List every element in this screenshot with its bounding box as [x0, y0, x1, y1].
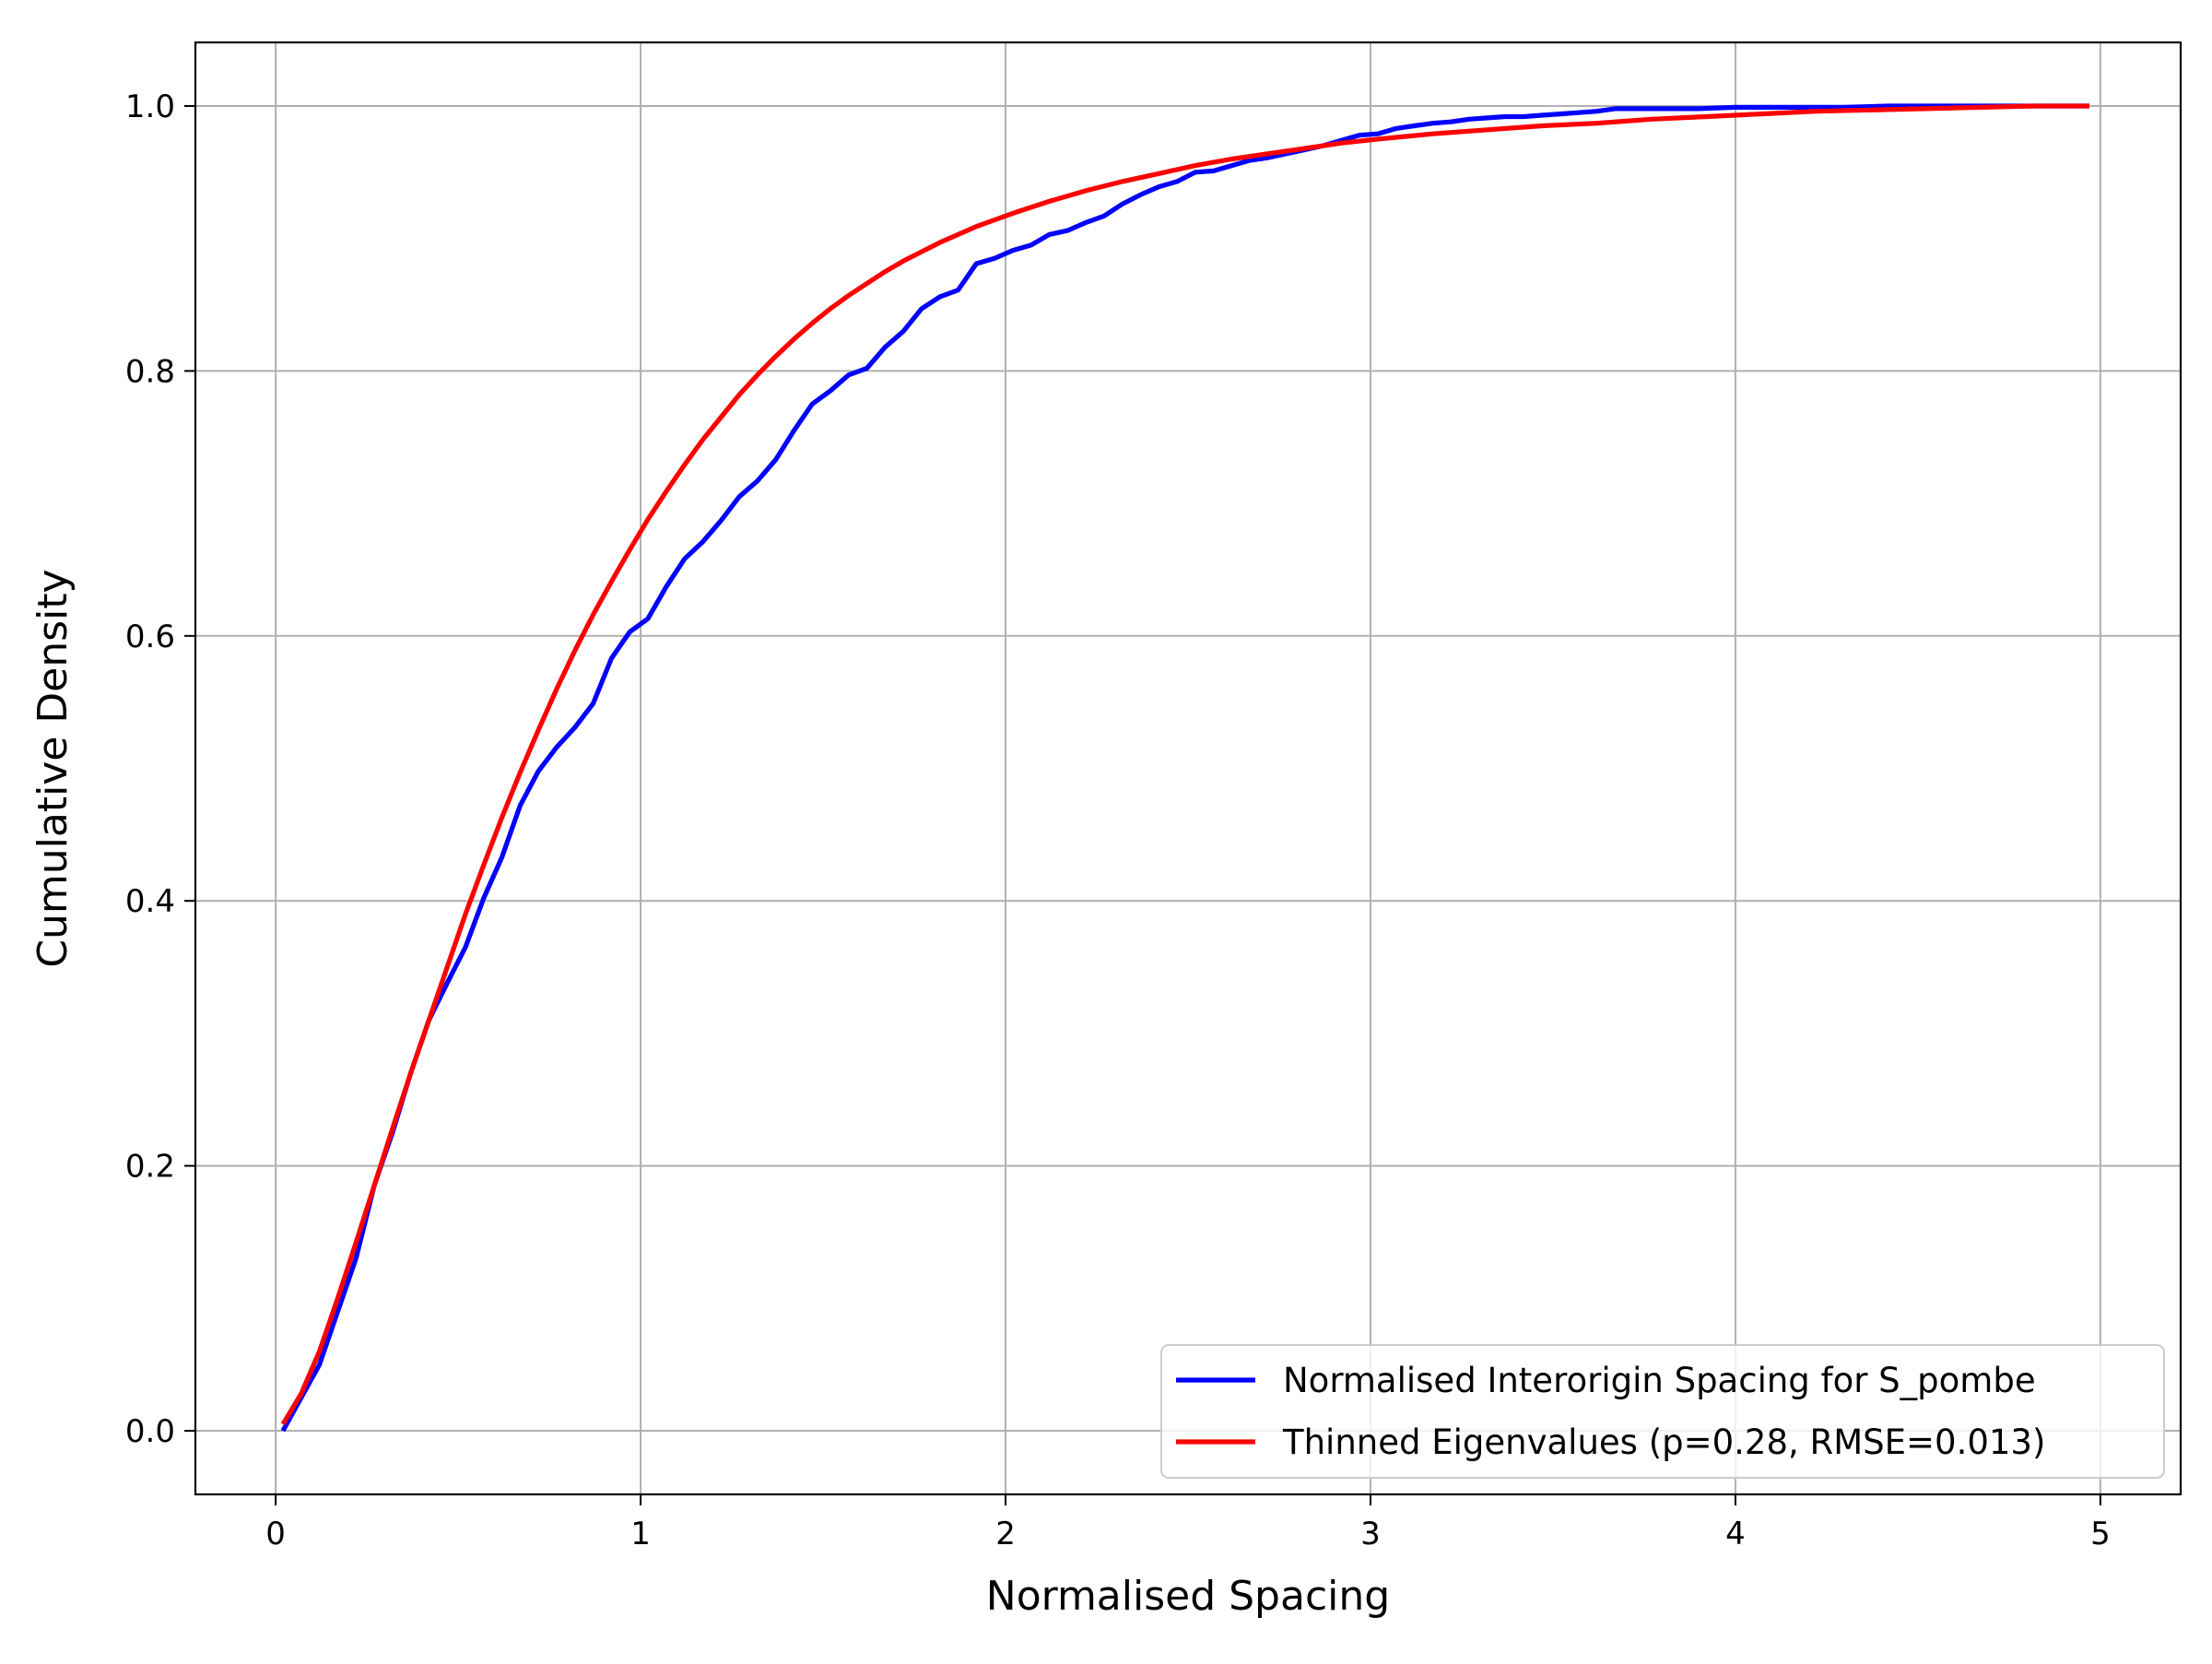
grid — [195, 42, 2181, 1494]
x-tick-label: 0 — [265, 1516, 286, 1552]
plot-frame — [194, 41, 2183, 1496]
series-line-2 — [280, 103, 2089, 1426]
legend-label-1: Normalised Interorigin Spacing for S_pom… — [1283, 1361, 2036, 1400]
x-tick-label: 4 — [1725, 1516, 1746, 1552]
y-tick-label: 0.4 — [125, 883, 175, 920]
y-tick-label: 0.0 — [125, 1413, 175, 1450]
series-layer — [280, 103, 2089, 1433]
y-tick-label: 1.0 — [125, 89, 175, 125]
series-line-1 — [280, 103, 2089, 1433]
legend: Normalised Interorigin Spacing for S_pom… — [1160, 1344, 2165, 1479]
y-axis-label: Cumulative Density — [29, 569, 76, 967]
y-tick-label: 0.2 — [125, 1149, 175, 1186]
y-tick-label: 0.6 — [125, 619, 175, 655]
y-tick-label: 0.8 — [125, 353, 175, 390]
x-axis-label: Normalised Spacing — [986, 1573, 1390, 1620]
x-tick-label: 5 — [2090, 1516, 2111, 1552]
ticks: 0 1 2 3 4 5 0.0 0.2 0.4 0.6 0.8 1.0 — [125, 89, 2111, 1552]
x-tick-label: 3 — [1360, 1516, 1381, 1552]
legend-box — [1160, 1344, 2165, 1479]
x-tick-label: 1 — [630, 1516, 651, 1552]
legend-label-2: Thinned Eigenvalues (p=0.28, RMSE=0.013) — [1282, 1422, 2045, 1462]
x-tick-label: 2 — [995, 1516, 1016, 1552]
